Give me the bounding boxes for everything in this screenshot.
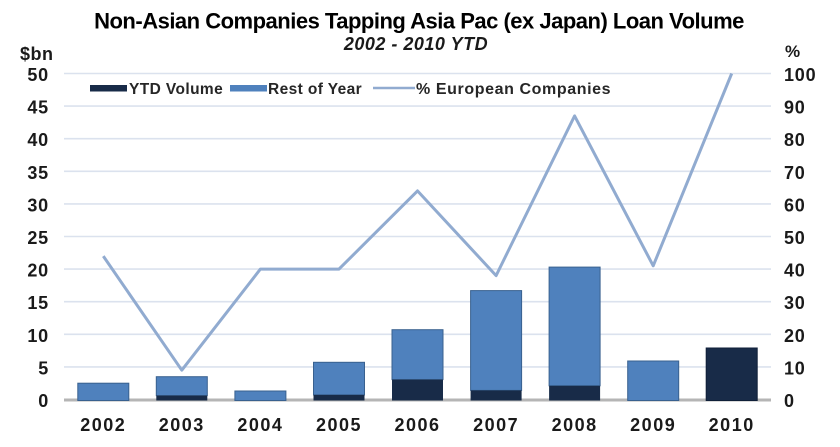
svg-text:2009: 2009	[630, 415, 676, 435]
svg-text:YTD Volume: YTD Volume	[129, 81, 223, 98]
svg-text:40: 40	[27, 130, 49, 150]
svg-text:Rest of Year: Rest of Year	[268, 81, 362, 98]
svg-text:2007: 2007	[473, 415, 519, 435]
svg-text:10: 10	[784, 358, 806, 378]
svg-text:25: 25	[27, 228, 49, 248]
svg-text:2006: 2006	[394, 415, 440, 435]
svg-text:90: 90	[784, 98, 806, 118]
svg-text:%: %	[785, 42, 800, 61]
svg-text:% European Companies: % European Companies	[416, 81, 611, 98]
svg-text:10: 10	[27, 326, 49, 346]
svg-text:45: 45	[27, 98, 49, 118]
svg-text:80: 80	[784, 130, 806, 150]
svg-text:2004: 2004	[237, 415, 283, 435]
svg-text:2003: 2003	[159, 415, 205, 435]
svg-text:40: 40	[784, 261, 806, 281]
svg-text:60: 60	[784, 195, 806, 215]
svg-text:2010: 2010	[709, 415, 755, 435]
svg-text:5: 5	[38, 358, 49, 378]
svg-text:50: 50	[784, 228, 806, 248]
svg-text:Non-Asian Companies Tapping As: Non-Asian Companies Tapping Asia Pac (ex…	[94, 9, 744, 34]
svg-text:50: 50	[27, 65, 49, 85]
svg-text:70: 70	[784, 163, 806, 183]
svg-text:100: 100	[784, 65, 816, 85]
svg-text:30: 30	[784, 293, 806, 313]
svg-text:15: 15	[27, 293, 49, 313]
svg-text:2002: 2002	[80, 415, 126, 435]
svg-text:20: 20	[27, 261, 49, 281]
svg-text:2005: 2005	[316, 415, 362, 435]
svg-text:20: 20	[784, 326, 806, 346]
svg-text:30: 30	[27, 195, 49, 215]
svg-text:2008: 2008	[552, 415, 598, 435]
svg-text:0: 0	[38, 391, 49, 411]
svg-text:35: 35	[27, 163, 49, 183]
svg-text:2002 - 2010 YTD: 2002 - 2010 YTD	[343, 34, 488, 54]
svg-text:$bn: $bn	[20, 44, 54, 64]
svg-text:0: 0	[784, 391, 795, 411]
